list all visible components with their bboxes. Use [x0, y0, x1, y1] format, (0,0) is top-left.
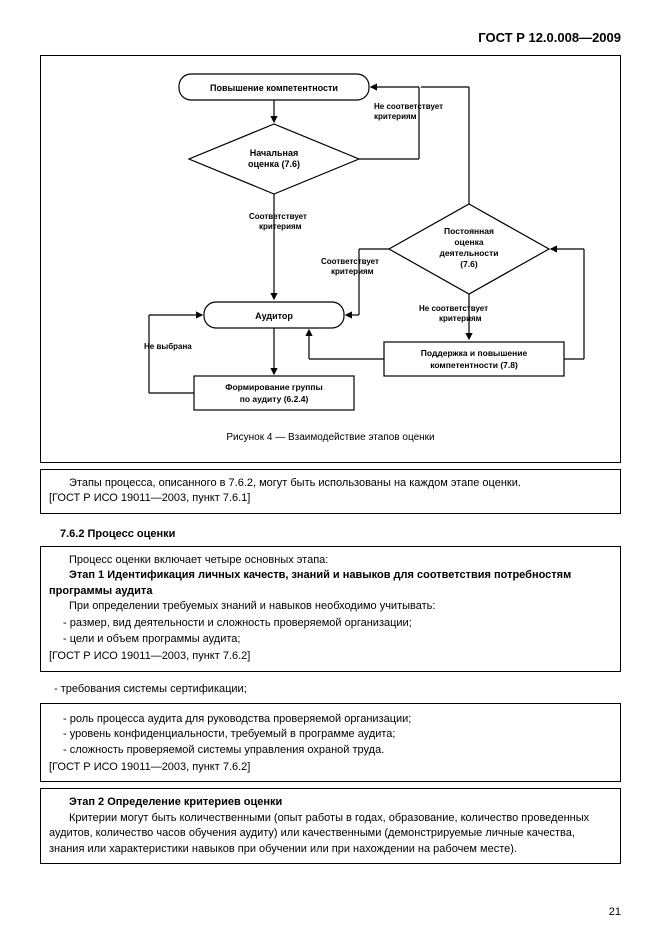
para1-l1: Этапы процесса, описанного в 7.6.2, могу… [49, 476, 612, 491]
page-number: 21 [609, 906, 621, 918]
node-cont-eval-l2: оценка [454, 237, 484, 247]
para1-box: Этапы процесса, описанного в 7.6.2, могу… [40, 469, 621, 514]
label-not-selected: Не выбрана [144, 342, 192, 351]
node-support-l2: компетентности (7.8) [430, 360, 518, 370]
box2-item2: уровень конфиденциальности, требуемый в … [63, 727, 612, 742]
box1-ref: [ГОСТ Р ИСО 19011—2003, пункт 7.6.2] [49, 649, 612, 664]
free-item: требования системы сертификации; [54, 682, 621, 697]
label-not-meet-1a: Не соответствует [374, 102, 443, 111]
node-cont-eval-l1: Постоянная [444, 226, 494, 236]
flowchart-svg: Повышение компетентности Начальная оценк… [49, 64, 609, 424]
box1-item2: цели и объем программы аудита; [63, 632, 612, 647]
box3: Этап 2 Определение критериев оценки Крит… [40, 788, 621, 864]
document-code: ГОСТ Р 12.0.008—2009 [40, 30, 621, 45]
figure-container: Повышение компетентности Начальная оценк… [40, 55, 621, 463]
box1-intro: Процесс оценки включает четыре основных … [49, 553, 612, 568]
node-cont-eval-l3: деятельности [440, 248, 499, 258]
node-form-group-l2: по аудиту (6.2.4) [240, 394, 309, 404]
node-support-l1: Поддержка и повышение [421, 348, 528, 358]
node-initial-eval-l1: Начальная [250, 148, 298, 158]
node-auditor-label: Аудитор [255, 311, 293, 321]
section-heading: 7.6.2 Процесс оценки [60, 528, 621, 540]
label-meets-2a: Соответствует [321, 257, 379, 266]
box3-title: Этап 2 Определение критериев оценки [69, 796, 282, 808]
figure-caption: Рисунок 4 — Взаимодействие этапов оценки [49, 432, 612, 443]
box1-lead: При определении требуемых знаний и навык… [49, 599, 612, 614]
box1: Процесс оценки включает четыре основных … [40, 546, 621, 672]
label-not-meet-1b: критериям [374, 112, 417, 121]
label-not-meet-2a: Не соответствует [419, 304, 488, 313]
node-competence-label: Повышение компетентности [210, 83, 338, 93]
box2-item1: роль процесса аудита для руководства про… [63, 712, 612, 727]
label-not-meet-2b: критериям [439, 314, 482, 323]
label-meets-1a: Соответствует [249, 212, 307, 221]
free-item-block: требования системы сертификации; [40, 682, 621, 697]
box2-ref: [ГОСТ Р ИСО 19011—2003, пункт 7.6.2] [49, 760, 612, 775]
box2: роль процесса аудита для руководства про… [40, 703, 621, 783]
box1-stage1-title: Этап 1 Идентификация личных качеств, зна… [49, 569, 571, 596]
node-cont-eval-l4: (7.6) [460, 259, 478, 269]
node-form-group-l1: Формирование группы [225, 382, 323, 392]
box3-body: Критерии могут быть количественными (опы… [49, 811, 612, 857]
label-meets-1b: критериям [259, 222, 302, 231]
label-meets-2b: критериям [331, 267, 374, 276]
page: ГОСТ Р 12.0.008—2009 Повышение компетент… [0, 0, 661, 936]
box2-item3: сложность проверяемой системы управления… [63, 743, 612, 758]
para1-l2: [ГОСТ Р ИСО 19011—2003, пункт 7.6.1] [49, 491, 612, 506]
box1-item1: размер, вид деятельности и сложность про… [63, 616, 612, 631]
node-initial-eval-l2: оценка (7.6) [248, 159, 300, 169]
